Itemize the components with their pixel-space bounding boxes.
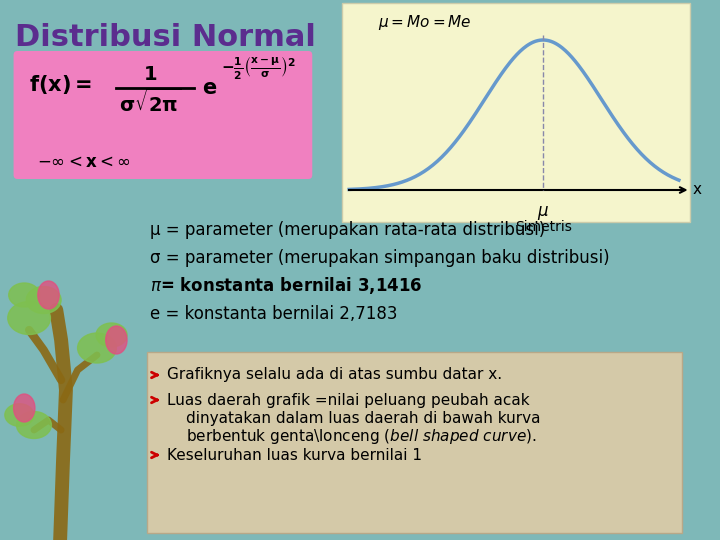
Text: $\mu = Mo = Me$: $\mu = Mo = Me$ bbox=[378, 12, 472, 31]
Text: Simetris: Simetris bbox=[515, 220, 572, 234]
Ellipse shape bbox=[5, 404, 34, 426]
FancyBboxPatch shape bbox=[342, 3, 690, 222]
Text: Luas daerah grafik =nilai peluang peubah acak: Luas daerah grafik =nilai peluang peubah… bbox=[167, 393, 529, 408]
Text: berbentuk genta\lonceng ($\it{bell\ shaped\ curve}$).: berbentuk genta\lonceng ($\it{bell\ shap… bbox=[186, 427, 537, 446]
Text: $\mathbf{\sigma\sqrt{2\pi}}$: $\mathbf{\sigma\sqrt{2\pi}}$ bbox=[119, 89, 181, 116]
Text: Distribusi Normal: Distribusi Normal bbox=[14, 24, 315, 52]
Ellipse shape bbox=[26, 287, 61, 314]
Ellipse shape bbox=[96, 323, 127, 347]
Ellipse shape bbox=[14, 394, 35, 422]
Ellipse shape bbox=[38, 281, 59, 309]
FancyBboxPatch shape bbox=[148, 352, 682, 533]
Text: $\pi$= konstanta bernilai 3,1416: $\pi$= konstanta bernilai 3,1416 bbox=[150, 275, 423, 296]
Text: $\mathbf{e}$: $\mathbf{e}$ bbox=[202, 78, 217, 98]
Text: μ = parameter (merupakan rata-rata distribusi): μ = parameter (merupakan rata-rata distr… bbox=[150, 221, 546, 239]
Text: Keseluruhan luas kurva bernilai 1: Keseluruhan luas kurva bernilai 1 bbox=[167, 448, 422, 462]
Text: x: x bbox=[693, 183, 701, 198]
Ellipse shape bbox=[9, 283, 40, 307]
Ellipse shape bbox=[78, 333, 117, 363]
Text: $\mathbf{1}$: $\mathbf{1}$ bbox=[143, 65, 158, 84]
Ellipse shape bbox=[17, 411, 51, 438]
FancyBboxPatch shape bbox=[14, 51, 312, 179]
Ellipse shape bbox=[8, 301, 50, 334]
Text: σ = parameter (merupakan simpangan baku distribusi): σ = parameter (merupakan simpangan baku … bbox=[150, 249, 610, 267]
Text: $\mathbf{-\frac{1}{2}\left(\frac{x-\mu}{\sigma}\right)^2}$: $\mathbf{-\frac{1}{2}\left(\frac{x-\mu}{… bbox=[221, 55, 296, 82]
Text: Grafiknya selalu ada di atas sumbu datar x.: Grafiknya selalu ada di atas sumbu datar… bbox=[167, 368, 502, 382]
Text: e = konstanta bernilai 2,7183: e = konstanta bernilai 2,7183 bbox=[150, 305, 398, 323]
Text: $\mathbf{f(x) =}$: $\mathbf{f(x) =}$ bbox=[29, 73, 92, 97]
Text: dinyatakan dalam luas daerah di bawah kurva: dinyatakan dalam luas daerah di bawah ku… bbox=[186, 410, 541, 426]
Text: $\mu$: $\mu$ bbox=[537, 204, 549, 222]
Text: $-\infty < \mathbf{x} < \infty$: $-\infty < \mathbf{x} < \infty$ bbox=[37, 153, 130, 171]
Ellipse shape bbox=[106, 326, 127, 354]
